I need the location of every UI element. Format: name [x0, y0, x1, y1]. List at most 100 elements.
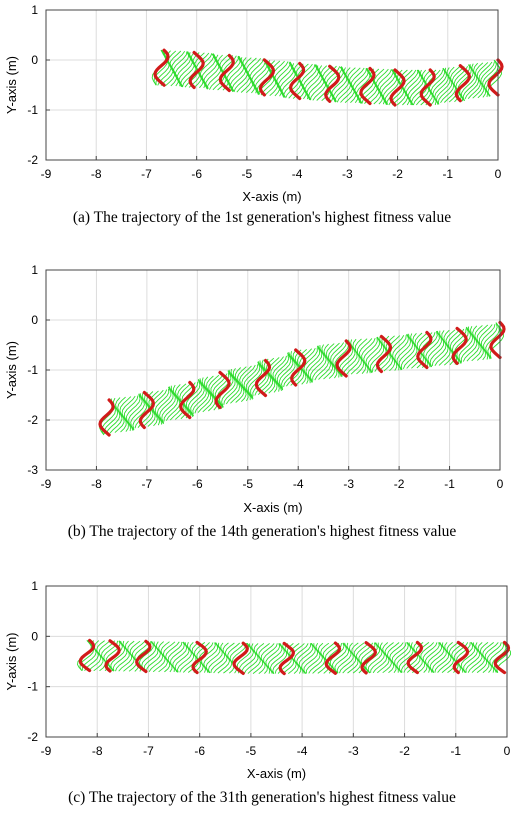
- body-segment: [320, 65, 330, 102]
- body-segment: [159, 387, 174, 423]
- body-segment: [339, 642, 354, 674]
- body-segment: [368, 68, 380, 105]
- x-tick-label: -3: [348, 744, 359, 758]
- body-segment: [128, 394, 143, 430]
- figure-caption: (a) The trajectory of the 1st generation…: [73, 209, 451, 226]
- x-tick-label: -8: [91, 167, 102, 181]
- snapshot-wave: [138, 390, 156, 430]
- body-segment: [270, 356, 284, 392]
- body-segment: [420, 69, 431, 106]
- snapshot-wave: [493, 640, 511, 675]
- x-tick-label: -4: [292, 167, 303, 181]
- snapshot-wave: [188, 50, 205, 90]
- body-segment: [185, 381, 201, 417]
- y-tick-label: -1: [27, 680, 38, 694]
- snapshot-wave: [254, 358, 272, 398]
- body-segment: [427, 642, 443, 673]
- body-segment: [225, 368, 241, 405]
- body-segment: [454, 328, 469, 364]
- x-tick-label: -6: [194, 744, 205, 758]
- x-tick-label: -8: [91, 477, 102, 491]
- body-segment: [188, 380, 203, 416]
- x-tick-label: -3: [342, 167, 353, 181]
- body-segment: [396, 334, 412, 370]
- body-segment: [476, 62, 489, 98]
- body-segment: [179, 382, 192, 419]
- body-segment: [307, 346, 323, 382]
- snapshot-wave: [451, 326, 468, 365]
- body-segment: [342, 642, 357, 674]
- snapshot-wave: [324, 64, 341, 103]
- body-segment: [243, 643, 259, 674]
- body-segment: [303, 642, 319, 674]
- body-segment: [425, 331, 440, 367]
- body-segment: [305, 347, 320, 383]
- snapshot-wave: [290, 348, 307, 387]
- body-segment: [231, 56, 247, 92]
- y-tick-label: 0: [31, 313, 38, 327]
- body-segment: [172, 641, 188, 673]
- body-segment: [257, 359, 272, 395]
- body-segment: [396, 642, 412, 673]
- body-segment: [267, 643, 283, 674]
- body-segment: [197, 377, 212, 413]
- body-segment: [403, 69, 419, 106]
- body-segment: [247, 362, 263, 399]
- snapshot-wave: [452, 640, 470, 675]
- body-segment: [84, 640, 99, 671]
- body-segment: [332, 642, 347, 674]
- body-segment: [180, 51, 195, 88]
- body-segment: [239, 365, 252, 402]
- snapshot-wave: [375, 334, 393, 374]
- body-segment: [162, 641, 176, 673]
- body-segment: [301, 642, 316, 674]
- snapshot-wave: [98, 398, 115, 437]
- body-segment: [281, 62, 297, 98]
- snapshot-wave: [359, 66, 376, 106]
- body-segment: [308, 643, 323, 674]
- body-segment: [194, 378, 209, 414]
- body-segment: [327, 342, 340, 379]
- body-segment: [274, 354, 290, 391]
- body-segment: [362, 642, 378, 674]
- snapshot-wave: [489, 320, 506, 360]
- x-tick-label: -7: [141, 167, 152, 181]
- y-tick-label: -2: [27, 413, 38, 427]
- body-segment: [403, 642, 419, 673]
- x-tick-label: -4: [293, 477, 304, 491]
- body-segment: [432, 68, 447, 105]
- body-segment: [216, 371, 232, 408]
- body-segment: [386, 642, 400, 673]
- body-segment: [346, 339, 360, 375]
- snapshot-wave: [104, 639, 121, 673]
- body-segment: [344, 67, 355, 103]
- x-tick-label: -6: [191, 167, 202, 181]
- snapshot-wave: [218, 53, 235, 93]
- snapshot-wave: [232, 641, 249, 676]
- y-tick-label: 1: [31, 3, 38, 17]
- trajectory-band: [99, 322, 504, 436]
- body-segment: [268, 357, 280, 393]
- x-tick-label: -9: [41, 167, 52, 181]
- chart-panel-c: -9 -8 -7 -6 -5 -4 -3 -2 -1 0 -2 -1 0 1 X-axis (m) Y-axi…: [4, 579, 511, 806]
- snapshot-wave: [179, 380, 196, 420]
- body-segment: [165, 641, 180, 673]
- body-segment: [237, 366, 247, 403]
- snapshot-wave: [454, 64, 472, 103]
- y-tick-label: -2: [27, 730, 38, 744]
- x-tick-label: -3: [343, 477, 354, 491]
- x-tick-label: -4: [297, 744, 308, 758]
- body-segment: [314, 345, 329, 381]
- body-segment: [181, 382, 196, 418]
- snapshot-wave: [278, 641, 296, 676]
- body-segment: [205, 53, 220, 90]
- body-segment: [210, 374, 224, 410]
- body-segment: [298, 643, 314, 674]
- body-segment: [460, 642, 476, 673]
- body-segment: [240, 57, 252, 93]
- body-segment: [365, 337, 380, 373]
- body-segment: [356, 642, 370, 674]
- x-tick-label: -1: [444, 477, 455, 491]
- x-tick-label: 0: [504, 744, 511, 758]
